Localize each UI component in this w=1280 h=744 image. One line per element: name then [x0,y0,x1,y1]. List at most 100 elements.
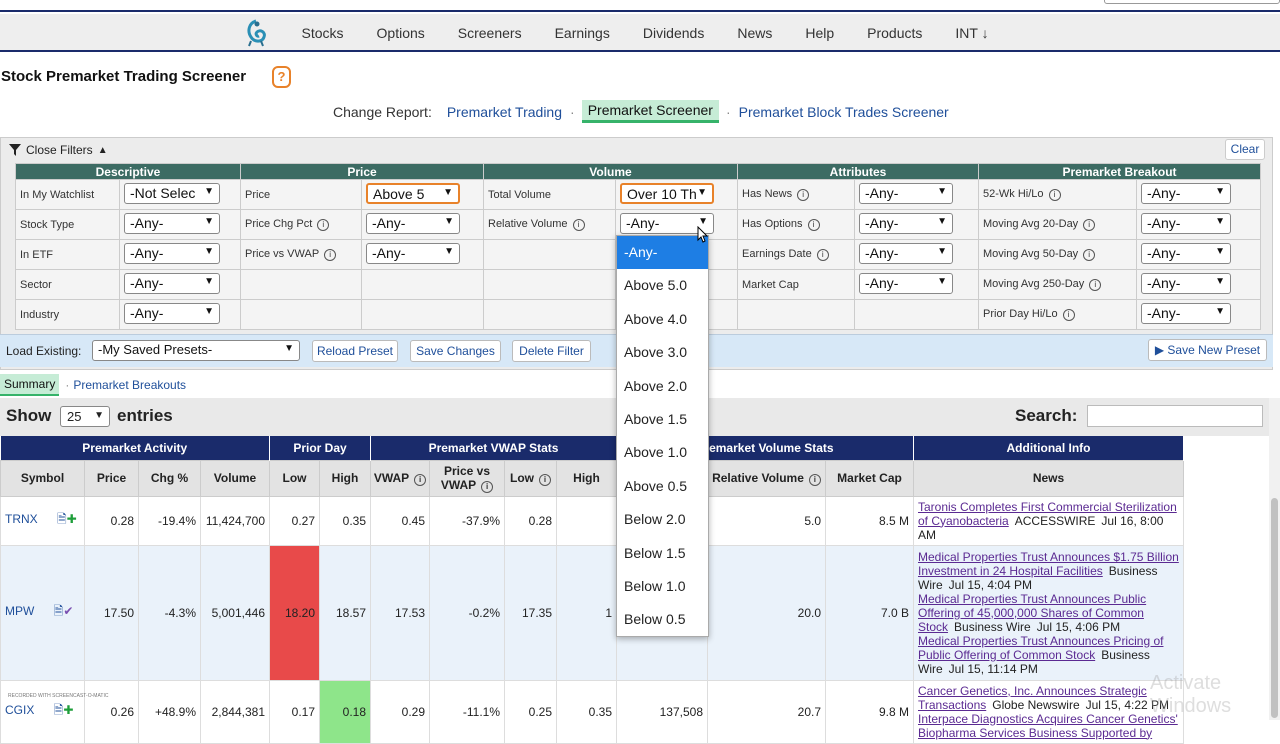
filter-select[interactable]: -Any- ▼ [124,302,220,324]
info-icon[interactable]: i [324,249,337,261]
dropdown-option[interactable]: Below 1.5 [624,544,686,561]
news-link[interactable]: Medical Properties Trust Announces Publi… [918,591,1147,634]
delete-filter-button[interactable]: Delete Filter [512,340,591,362]
document-icon[interactable]: 🗎 [50,604,64,618]
column-header[interactable]: VWAP i [370,459,430,497]
filter-select[interactable]: -Any- ▼ [859,212,953,234]
filter-select[interactable]: -Any- ▼ [1141,242,1231,264]
filter-select[interactable]: -Any- ▼ [859,242,953,264]
close-filters-toggle[interactable]: Close Filters ▲ [9,143,108,157]
column-header[interactable]: Symbol [0,459,85,497]
dropdown-option[interactable]: Above 0.5 [624,477,688,494]
symbol-link[interactable]: TRNX [5,512,38,526]
filter-select[interactable]: -Any- ▼ [366,212,460,234]
dropdown-option[interactable]: Above 4.0 [624,310,688,327]
nav-item-news[interactable]: News [737,25,773,41]
info-icon[interactable]: i [1048,189,1061,201]
dropdown-option[interactable]: Below 0.5 [624,611,686,628]
report-link-block-trades[interactable]: Premarket Block Trades Screener [738,103,949,120]
news-link[interactable]: Cancer Genetics, Inc. Announces Strategi… [918,683,1147,712]
nav-item-dividends[interactable]: Dividends [642,25,705,41]
column-header[interactable]: Chg % [138,459,201,497]
symbol-link[interactable]: CGIX [5,703,35,717]
filter-select[interactable]: -Not Selec ▼ [124,182,220,204]
filter-select[interactable]: Over 10 Th ▼ [620,182,714,204]
add-watchlist-icon[interactable]: ✚ [66,512,77,526]
save-new-preset-button[interactable]: ▶ Save New Preset [1148,339,1267,361]
info-icon[interactable]: i [1089,279,1102,291]
filter-select[interactable]: -Any- ▼ [859,182,953,204]
scrollbar[interactable] [1269,398,1280,720]
dropdown-option[interactable]: Above 3.0 [624,344,688,361]
relative-volume-dropdown[interactable]: -Any- Above 5.0 Above 4.0 Above 3.0 Above 2.… [616,235,709,637]
entries-select[interactable]: 25 ▼ [60,406,110,427]
add-watchlist-icon[interactable]: ✚ [63,703,74,717]
filter-select[interactable]: -Any- ▼ [124,212,220,234]
nav-item-earnings[interactable]: Earnings [554,25,610,41]
column-header[interactable]: Price [84,459,139,497]
symbol-link[interactable]: MPW [5,604,35,618]
dropdown-option[interactable]: Above 2.0 [624,377,688,394]
tab-summary[interactable]: Summary [0,374,60,396]
search-input[interactable] [1087,405,1263,427]
info-icon[interactable]: i [539,473,551,486]
dropdown-option[interactable]: -Any- [617,236,708,270]
info-icon[interactable]: i [797,189,810,201]
filter-select[interactable]: Above 5 ▼ [366,182,460,204]
filter-select[interactable]: -Any- ▼ [124,242,220,264]
dropdown-option[interactable]: Below 1.0 [624,577,686,594]
filter-select[interactable]: -Any- ▼ [859,272,953,294]
info-icon[interactable]: i [816,249,829,261]
help-icon[interactable]: ? [272,66,291,88]
column-header[interactable]: High [556,459,617,497]
news-link[interactable]: Medical Properties Trust Announces Prici… [918,633,1164,662]
top-search-input[interactable] [1104,0,1280,4]
filter-select[interactable]: -Any- ▼ [1141,182,1231,204]
checkmark-icon[interactable]: ✔ [63,604,74,618]
filter-select[interactable]: -Any- ▼ [1141,272,1231,294]
info-icon[interactable]: i [1083,249,1096,261]
column-header[interactable]: Low i [504,459,557,497]
clear-button[interactable]: Clear [1225,139,1265,160]
info-icon[interactable]: i [317,219,330,231]
info-icon[interactable]: i [481,480,494,493]
filter-select[interactable]: -Any- ▼ [620,212,714,234]
dropdown-option[interactable]: Above 1.5 [624,410,688,427]
document-icon[interactable]: 🗎 [53,512,67,526]
info-icon[interactable]: i [414,473,427,486]
column-header[interactable]: Volume [200,459,270,497]
column-header[interactable]: High [319,459,371,497]
chameleon-logo-icon[interactable] [243,19,269,47]
nav-item-options[interactable]: Options [376,25,425,41]
info-icon[interactable]: i [807,219,820,231]
dropdown-option[interactable]: Above 1.0 [624,444,688,461]
nav-item-help[interactable]: Help [805,25,835,41]
dropdown-option[interactable]: Below 2.0 [624,511,686,528]
column-header[interactable]: Relative Volume i [707,459,826,497]
column-header[interactable]: Low [269,459,320,497]
info-icon[interactable]: i [1083,219,1096,231]
tab-premarket-breakouts[interactable]: Premarket Breakouts [73,378,187,392]
filter-select[interactable]: -Any- ▼ [1141,302,1231,324]
nav-item-screeners[interactable]: Screeners [457,25,522,41]
nav-item-stocks[interactable]: Stocks [301,25,344,41]
document-icon[interactable]: 🗎 [50,703,64,717]
save-changes-button[interactable]: Save Changes [410,340,501,362]
report-link-premarket-screener[interactable]: Premarket Screener [581,100,719,123]
column-header[interactable]: Price vs VWAP i [429,459,505,497]
scrollbar-thumb[interactable] [1271,498,1278,718]
report-link-premarket-trading[interactable]: Premarket Trading [446,103,563,120]
filter-select[interactable]: -Any- ▼ [1141,212,1231,234]
nav-item-products[interactable]: Products [867,25,923,41]
preset-select[interactable]: -My Saved Presets- ▼ [92,340,300,361]
news-link[interactable]: Medical Properties Trust Announces $1.75… [918,549,1179,578]
dropdown-option[interactable]: Above 5.0 [624,277,688,294]
nav-item-int[interactable]: INT ↓ [955,25,989,41]
info-icon[interactable]: i [808,473,821,486]
column-header[interactable]: Market Cap [825,459,914,497]
column-header[interactable]: News [913,459,1184,497]
news-link[interactable]: Interpace Diagnostics Acquires Cancer Ge… [918,711,1178,740]
reload-preset-button[interactable]: Reload Preset [312,340,398,362]
filter-select[interactable]: -Any- ▼ [366,242,460,264]
info-icon[interactable]: i [572,219,585,231]
